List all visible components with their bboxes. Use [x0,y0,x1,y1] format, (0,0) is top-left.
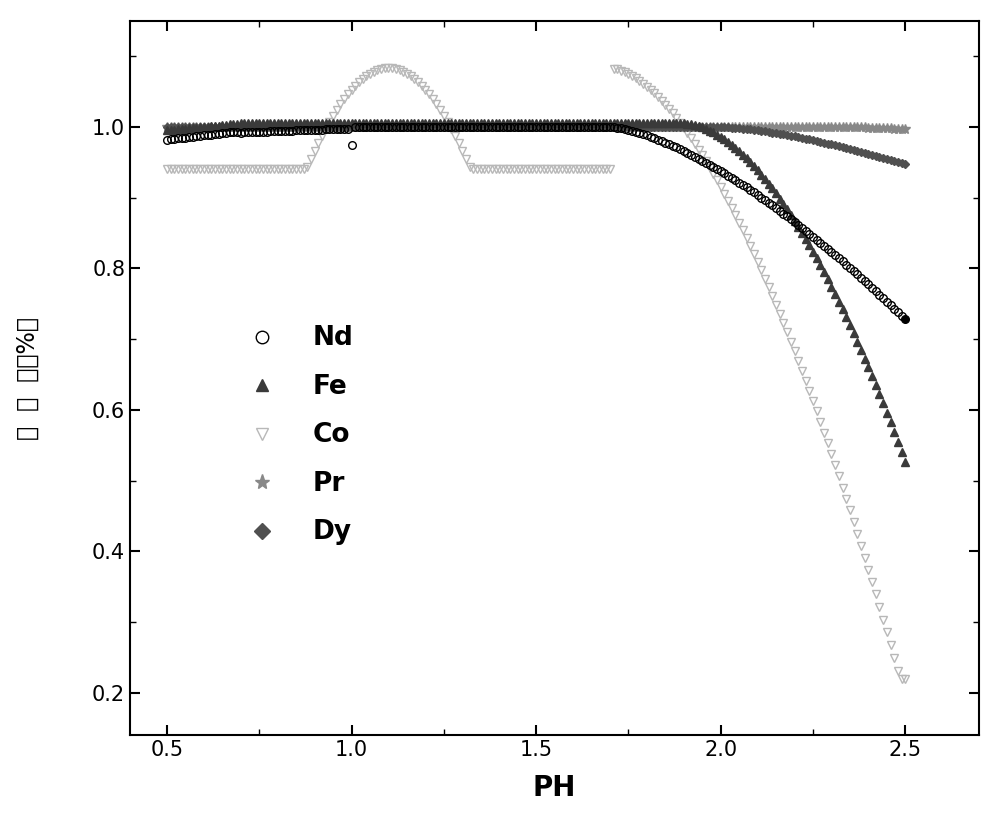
X-axis label: PH: PH [533,774,576,802]
Legend: Nd, Fe, Co, Pr, Dy: Nd, Fe, Co, Pr, Dy [227,315,363,556]
Text: 回  收  率（%）: 回 收 率（%） [16,317,40,439]
